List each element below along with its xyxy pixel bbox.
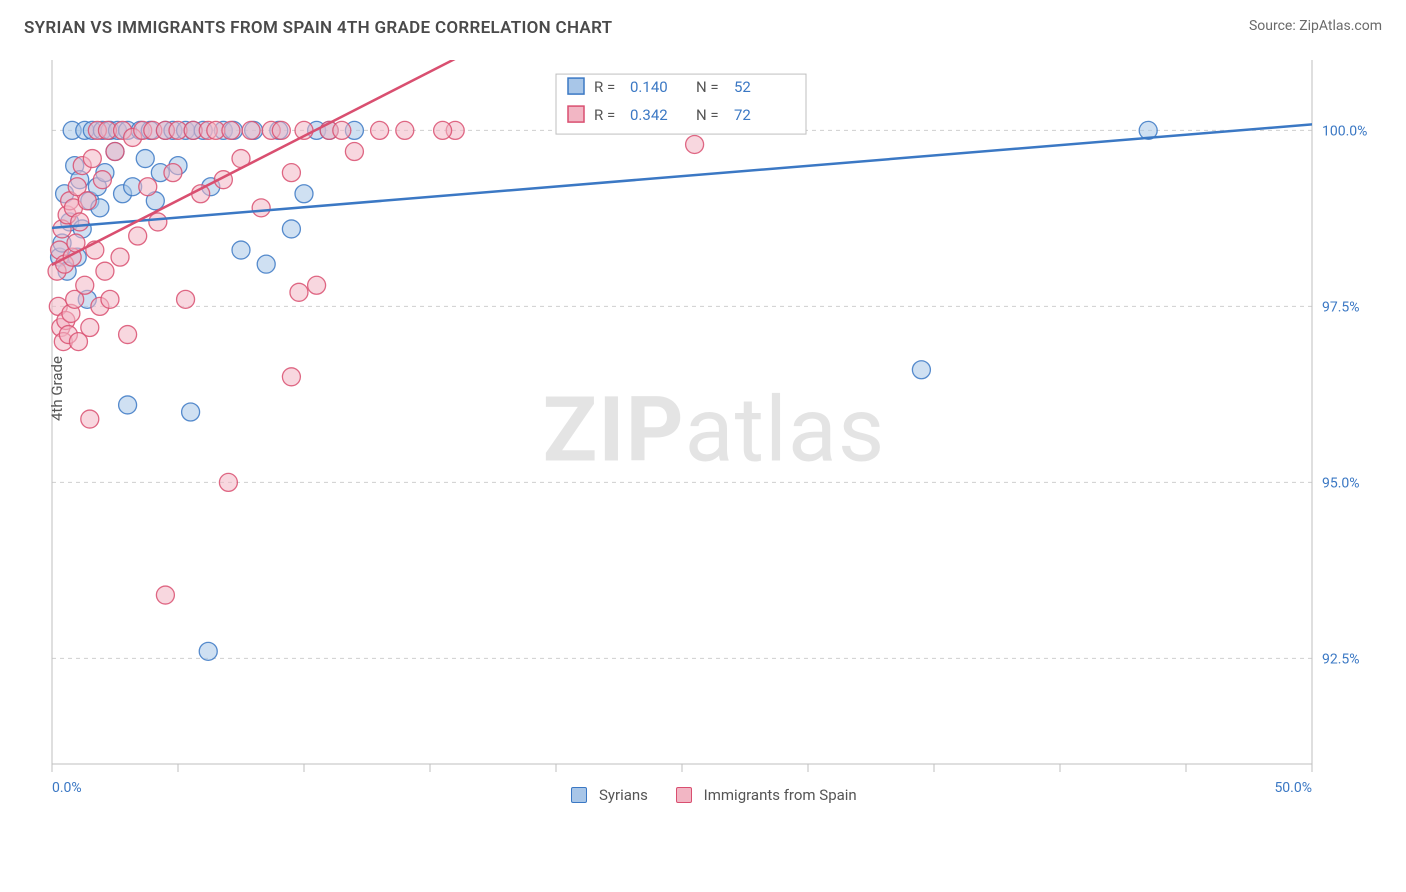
svg-text:95.0%: 95.0%	[1322, 475, 1360, 491]
legend-label-syrians: Syrians	[599, 786, 648, 804]
legend-item-syrians: Syrians	[571, 786, 648, 804]
legend-swatch-spain	[676, 787, 692, 803]
svg-text:N =: N =	[696, 106, 719, 124]
chart-title: SYRIAN VS IMMIGRANTS FROM SPAIN 4TH GRAD…	[24, 18, 612, 38]
legend-bottom: Syrians Immigrants from Spain	[44, 786, 1384, 804]
source-attribution: Source: ZipAtlas.com	[1249, 18, 1382, 34]
scatter-plot: 92.5%95.0%97.5%100.0%0.0%50.0%R = 0.140N…	[44, 50, 1384, 810]
svg-text:100.0%: 100.0%	[1322, 123, 1367, 139]
svg-text:52: 52	[734, 78, 751, 96]
svg-text:0.342: 0.342	[630, 106, 668, 124]
y-axis-label: 4th Grade	[48, 356, 66, 421]
svg-text:92.5%: 92.5%	[1322, 651, 1360, 667]
svg-text:0.140: 0.140	[630, 78, 668, 96]
svg-text:72: 72	[734, 106, 751, 124]
svg-text:N =: N =	[696, 78, 719, 96]
legend-item-spain: Immigrants from Spain	[676, 786, 857, 804]
svg-text:97.5%: 97.5%	[1322, 299, 1360, 315]
legend-swatch-syrians	[571, 787, 587, 803]
svg-text:R =: R =	[594, 106, 615, 124]
chart-area: 4th Grade ZIPatlas 92.5%95.0%97.5%100.0%…	[44, 50, 1384, 810]
svg-text:R =: R =	[594, 78, 615, 96]
legend-label-spain: Immigrants from Spain	[704, 786, 857, 804]
